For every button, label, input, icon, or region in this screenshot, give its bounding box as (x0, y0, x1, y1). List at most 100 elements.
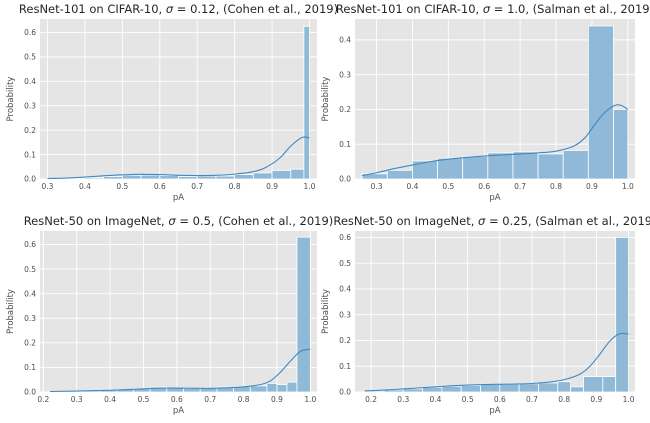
y-tick-label: 0.5 (339, 259, 351, 268)
x-tick-label: 0.2 (365, 395, 377, 404)
x-tick-label: 0.7 (204, 395, 216, 404)
chart-title: ResNet-50 on ImageNet, σ = 0.5, (Cohen e… (24, 214, 334, 228)
y-tick-label: 0.6 (339, 233, 351, 242)
x-tick-label: 0.5 (137, 395, 149, 404)
x-tick-label: 0.8 (229, 182, 241, 191)
x-tick-label: 1.0 (622, 182, 634, 191)
histogram-bar (557, 381, 572, 393)
y-tick-label: 0.0 (339, 175, 351, 184)
histogram-bar (402, 388, 423, 393)
histogram-bar (512, 151, 539, 180)
kde-line (364, 332, 629, 392)
x-tick-label: 0.2 (37, 395, 49, 404)
y-tick-label: 0.2 (24, 339, 36, 348)
x-tick-label: 0.9 (271, 395, 283, 404)
y-tick-label: 0.0 (24, 388, 36, 397)
x-tick-label: 0.6 (478, 182, 490, 191)
chart-panel-1: 0.3 0.4 0.5 0.6 0.7 0.8 0.9 1.0 0.0 0.1 0.2 0.3 0.4 0… (6, 2, 338, 203)
y-axis-label: Probability (321, 77, 331, 122)
y-axis-label: Probability (6, 77, 16, 122)
x-tick-label: 0.6 (494, 395, 506, 404)
histogram-bar (480, 383, 501, 393)
x-tick-label: 0.9 (590, 395, 602, 404)
histogram-bar (460, 385, 481, 393)
chart-panel-3: 0.2 0.3 0.4 0.5 0.6 0.7 0.8 0.9 1.0 0.0 0.1 0.2 0.3 0… (6, 214, 333, 416)
x-tick-label: 0.3 (397, 395, 409, 404)
histogram-bar (499, 383, 520, 393)
histogram-bar (234, 174, 254, 180)
histogram-bar (437, 157, 464, 180)
chart-title: ResNet-101 on CIFAR-10, σ = 1.0, (Salman… (336, 2, 650, 16)
y-axis-label: Probability (6, 289, 16, 334)
x-tick-label: 0.4 (429, 395, 441, 404)
histogram-bar (183, 388, 201, 393)
histogram-bar (613, 109, 629, 180)
histogram-bar (487, 152, 514, 180)
y-axis-label: Probability (321, 289, 331, 334)
x-tick-label: 0.4 (104, 395, 116, 404)
histogram-bar (159, 175, 179, 180)
x-tick-label: 0.3 (371, 182, 383, 191)
histogram-bar (178, 176, 198, 180)
x-tick-label: 0.3 (42, 182, 54, 191)
x-tick-label: 0.6 (171, 395, 183, 404)
x-tick-label: 1.0 (623, 395, 635, 404)
y-tick-label: 0.3 (24, 101, 36, 110)
histogram-bar (140, 174, 161, 180)
y-tick-label: 0.1 (24, 150, 36, 159)
x-tick-label: 0.7 (514, 182, 526, 191)
histogram-bar (537, 153, 564, 180)
x-tick-label: 1.0 (304, 182, 316, 191)
histogram-bar (266, 382, 278, 393)
y-tick-label: 0.5 (24, 265, 36, 274)
x-tick-label: 0.5 (462, 395, 474, 404)
histogram-bar (562, 150, 589, 180)
x-tick-label: 0.8 (238, 395, 250, 404)
histogram-bar (462, 155, 489, 180)
histogram-bar (303, 25, 310, 180)
y-tick-label: 0.3 (24, 314, 36, 323)
x-tick-label: 1.0 (304, 395, 316, 404)
y-tick-label: 0.2 (24, 126, 36, 135)
x-tick-label: 0.4 (79, 182, 91, 191)
x-tick-label: 0.4 (406, 182, 418, 191)
y-tick-label: 0.4 (339, 36, 351, 45)
y-tick-label: 0.6 (24, 28, 36, 37)
histogram-bar (252, 172, 273, 180)
x-axis-label: pA (489, 193, 500, 203)
x-tick-label: 0.7 (191, 182, 203, 191)
histogram-bar (276, 384, 288, 393)
y-tick-label: 0.3 (339, 310, 351, 319)
histogram-bar (583, 376, 604, 393)
histogram-bar (386, 169, 413, 180)
y-tick-label: 0.6 (24, 240, 36, 249)
y-tick-label: 0.2 (339, 105, 351, 114)
plot-area (40, 19, 317, 179)
y-tick-label: 0.4 (339, 285, 351, 294)
y-tick-label: 0.2 (339, 336, 351, 345)
kde-line (50, 348, 311, 393)
y-tick-label: 0.1 (339, 140, 351, 149)
histogram-bar (538, 382, 559, 393)
x-axis-label: pA (173, 406, 184, 416)
chart-panel-2: 0.3 0.4 0.5 0.6 0.7 0.8 0.9 1.0 0.0 0.1 0.2 0.3 0.4 p… (321, 2, 650, 203)
x-tick-label: 0.9 (266, 182, 278, 191)
y-tick-label: 0.5 (24, 53, 36, 62)
histogram-bar (84, 177, 105, 180)
histogram-bar (422, 386, 443, 393)
x-tick-label: 0.5 (442, 182, 454, 191)
x-tick-label: 0.6 (154, 182, 166, 191)
histogram-bar (271, 170, 292, 180)
histogram-bar (290, 168, 305, 180)
histogram-bar (518, 383, 539, 393)
y-tick-label: 0.1 (339, 362, 351, 371)
histogram-bar (286, 381, 298, 393)
histogram-bar (121, 174, 142, 180)
histogram-bar (615, 237, 629, 393)
kde-line (47, 136, 310, 180)
y-tick-label: 0.3 (339, 70, 351, 79)
histogram-bar (602, 376, 617, 393)
histogram-bar (215, 175, 236, 180)
y-tick-label: 0.0 (339, 388, 351, 397)
